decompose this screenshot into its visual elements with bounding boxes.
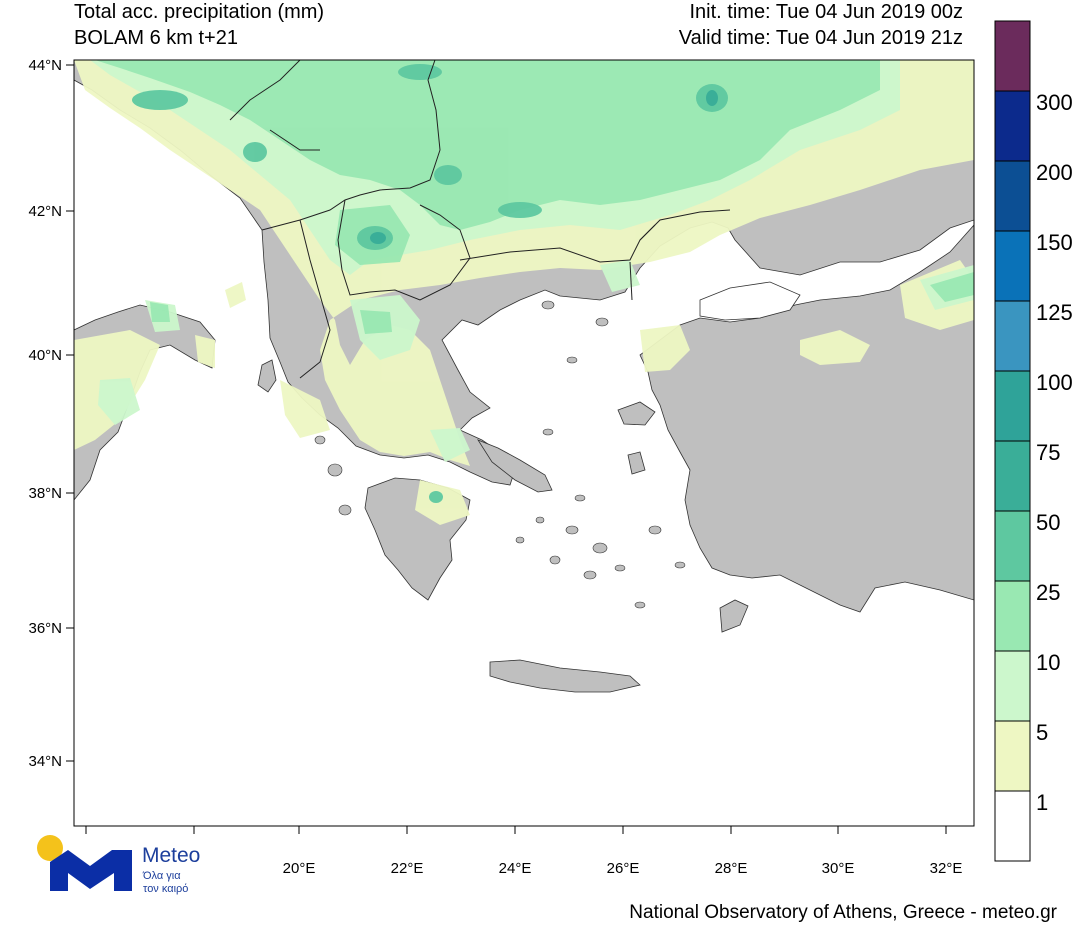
land-corfu: [257, 359, 277, 393]
colorbar-bin: [994, 20, 1031, 92]
land-crete: [489, 659, 641, 693]
colorbar-bin: [994, 790, 1031, 862]
land-euboea: [476, 439, 553, 493]
land-ionian-islands: [314, 435, 352, 516]
meteo-logo[interactable]: [37, 835, 132, 891]
logo-tagline: Όλα για: [143, 870, 181, 882]
colorbar-bin: [994, 510, 1031, 582]
colorbar-label: 10: [1036, 650, 1060, 675]
land-rhodes: [719, 599, 749, 633]
colorbar-bin: [994, 580, 1031, 652]
colorbar-label: 5: [1036, 720, 1048, 745]
lat-tick-label: 34°N: [28, 753, 62, 770]
colorbar-bin: [994, 90, 1031, 162]
lon-tick-label: 22°E: [391, 860, 424, 877]
map-title: Total acc. precipitation (mm): [74, 1, 325, 23]
lat-tick-label: 42°N: [28, 203, 62, 220]
valid-time: Valid time: Tue 04 Jun 2019 21z: [678, 27, 963, 49]
lon-tick-label: 30°E: [822, 860, 855, 877]
credit-footer: National Observatory of Athens, Greece -…: [629, 902, 1057, 923]
colorbar-label: 125: [1036, 300, 1073, 325]
land-chios: [627, 451, 646, 475]
m-logo-icon: [50, 850, 132, 891]
lon-tick-label: 24°E: [499, 860, 532, 877]
logo-wordmark[interactable]: Meteo: [142, 844, 201, 867]
colorbar-label: 200: [1036, 160, 1073, 185]
colorbar-label: 50: [1036, 510, 1060, 535]
init-time: Init. time: Tue 04 Jun 2019 00z: [689, 1, 963, 23]
precip-extreme: [370, 90, 718, 244]
sun-icon: [37, 835, 63, 861]
map-layers: [74, 60, 974, 693]
colorbar-bin: [994, 300, 1031, 372]
land-lesbos: [617, 401, 656, 426]
lon-tick-label: 28°E: [715, 860, 748, 877]
lon-tick-label: 26°E: [607, 860, 640, 877]
colorbar-bin: [994, 440, 1031, 512]
map-frame: [73, 59, 975, 827]
colorbar-label: 300: [1036, 90, 1073, 115]
lon-axis: 20°E 22°E 24°E 26°E 28°E 30°E 32°E: [85, 826, 963, 877]
colorbar-label: 100: [1036, 370, 1073, 395]
sea-marmara: [699, 281, 801, 321]
logo-tagline: τον καιρό: [143, 883, 189, 895]
colorbar-label: 25: [1036, 580, 1060, 605]
colorbar-bin: [994, 720, 1031, 792]
model-label: BOLAM 6 km t+21: [74, 27, 238, 49]
colorbar-bin: [994, 370, 1031, 442]
colorbar-bin: [994, 230, 1031, 302]
country-borders: [229, 60, 731, 379]
colorbar-label: 150: [1036, 230, 1073, 255]
lat-tick-label: 38°N: [28, 485, 62, 502]
colorbar-label: 1: [1036, 790, 1048, 815]
colorbar-bin: [994, 160, 1031, 232]
lat-axis: 44°N 42°N 40°N 38°N 36°N 34°N: [28, 57, 74, 770]
colorbar-bin: [994, 650, 1031, 722]
land-anatolia: [639, 224, 974, 613]
colorbar: 1 5 10 25 50 75 100 125 150 200 300: [994, 20, 1073, 862]
lon-tick-label: 20°E: [283, 860, 316, 877]
colorbar-label: 75: [1036, 440, 1060, 465]
lat-tick-label: 36°N: [28, 620, 62, 637]
lat-tick-label: 44°N: [28, 57, 62, 74]
lat-tick-label: 40°N: [28, 347, 62, 364]
land-cyclades: [515, 300, 686, 609]
lon-tick-label: 32°E: [930, 860, 963, 877]
